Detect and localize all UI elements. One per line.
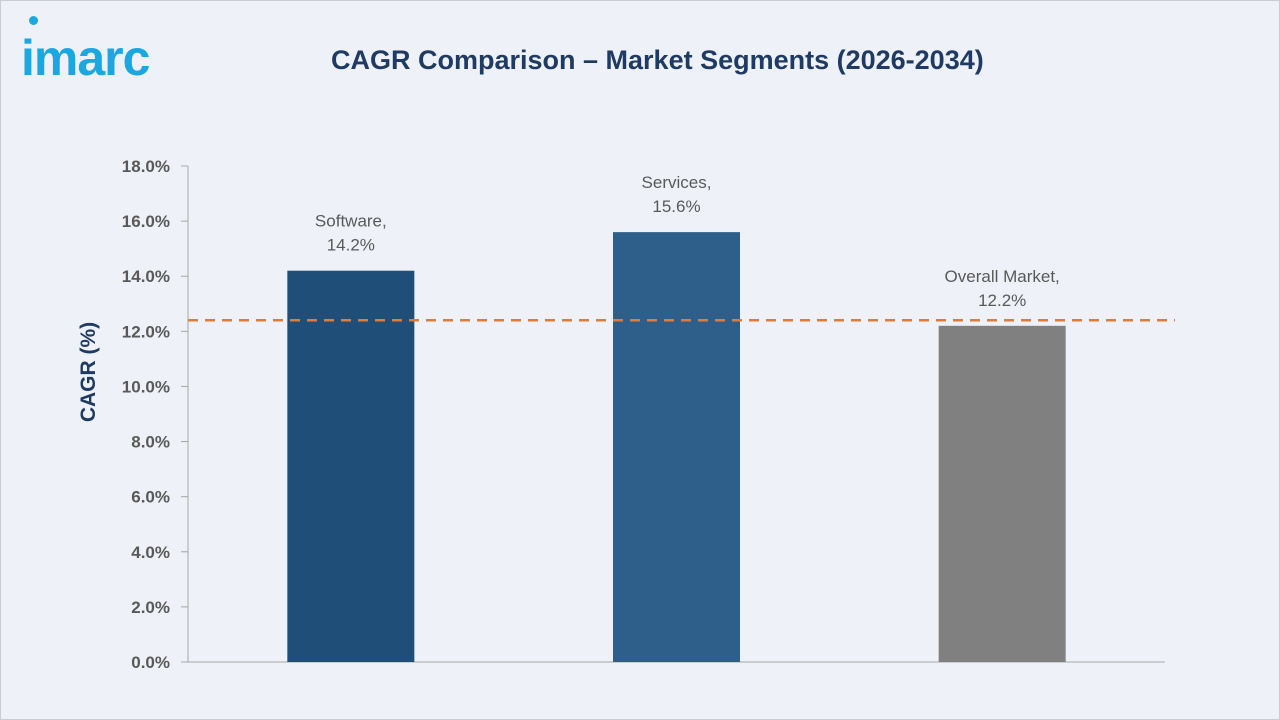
bar-services [613, 232, 740, 662]
data-label-category: Software, [315, 212, 387, 231]
data-labels: Software, 14.2% Services, 15.6% Overall Mark… [315, 173, 1060, 310]
chart-title: CAGR Comparison – Market Segments (2026-… [331, 45, 984, 75]
y-tick-label: 18.0% [122, 157, 170, 176]
y-tick-label: 16.0% [122, 212, 170, 231]
data-label-value: 15.6% [652, 197, 700, 216]
logo-dot [29, 16, 38, 25]
y-tick-label: 8.0% [131, 433, 170, 452]
imarc-logo: imarc [21, 30, 150, 86]
data-label-category: Services, [642, 173, 712, 192]
y-tick-label: 2.0% [131, 598, 170, 617]
y-axis-title: CAGR (%) [77, 322, 100, 422]
bar-software [287, 270, 415, 662]
data-label-value: 14.2% [327, 236, 375, 255]
y-tick-labels: 0.0% 2.0% 4.0% 6.0% 8.0% 10.0% 12.0% 14.0% 16.0%… [122, 157, 170, 672]
y-tick-label: 12.0% [122, 322, 170, 341]
data-label-category: Overall Market, [945, 267, 1060, 286]
bars [287, 232, 1066, 662]
data-label-value: 12.2% [978, 291, 1026, 310]
y-tick-label: 0.0% [131, 653, 170, 672]
y-tick-label: 6.0% [131, 488, 170, 507]
y-tick-label: 4.0% [131, 543, 170, 562]
y-tick-label: 14.0% [122, 267, 170, 286]
y-tick-label: 10.0% [122, 377, 170, 396]
bar-overall-market [938, 325, 1066, 662]
